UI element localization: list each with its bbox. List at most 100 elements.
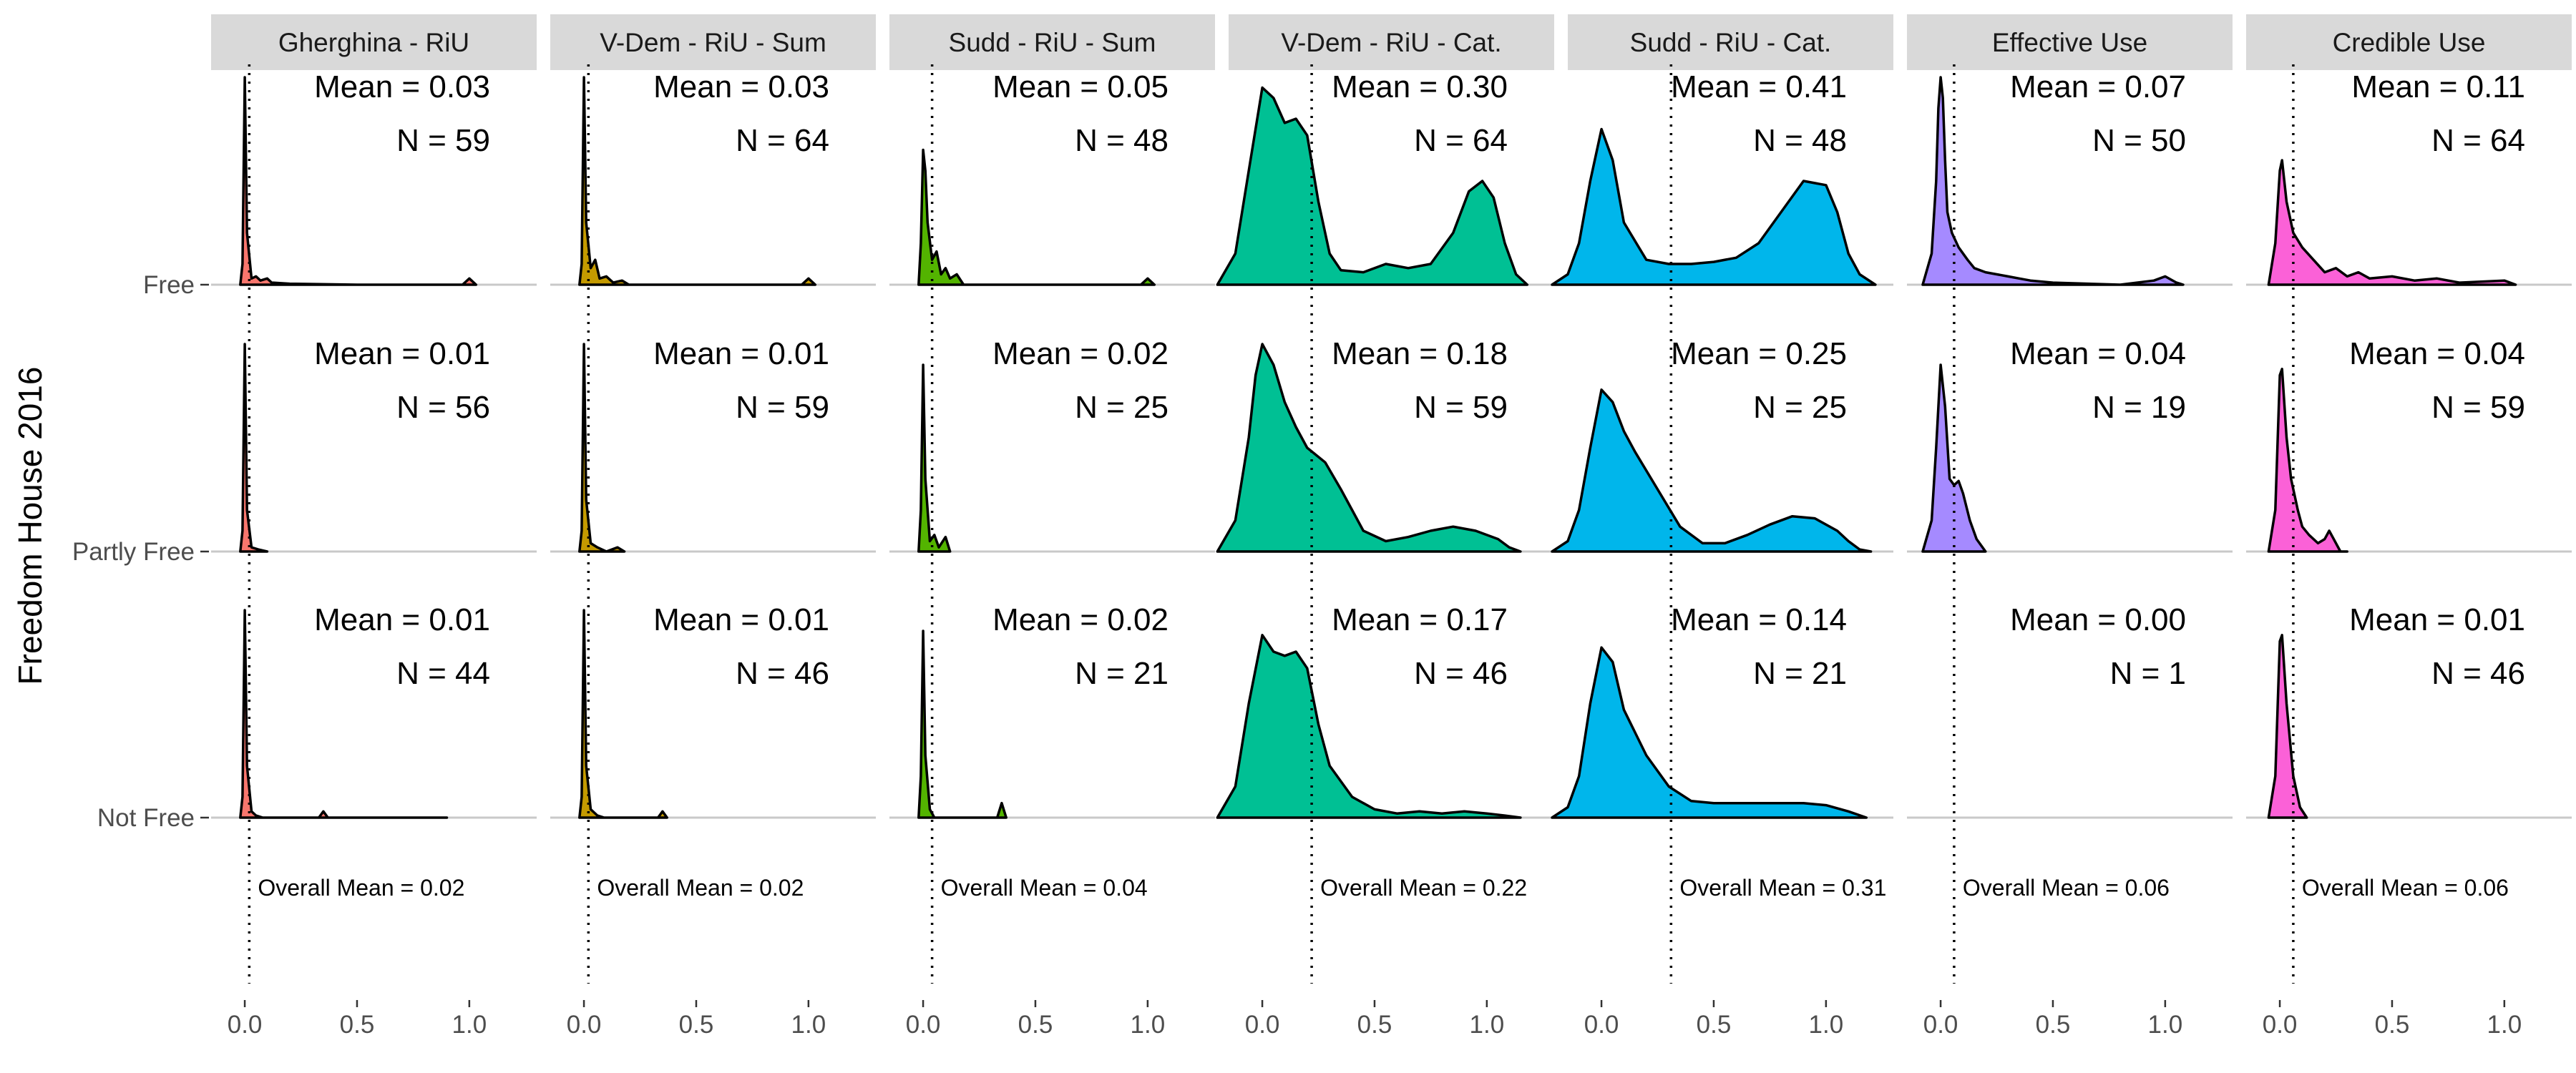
mean-label: Mean = 0.00 [2010, 602, 2186, 637]
n-label: N = 56 [396, 390, 490, 425]
density-ridges [239, 76, 2517, 819]
x-tick-label: 1.0 [1809, 1011, 1844, 1039]
facet-strip [550, 14, 876, 70]
x-tick-label: 0.0 [567, 1011, 602, 1039]
n-label: N = 64 [736, 123, 829, 158]
n-label: N = 59 [2431, 390, 2525, 425]
facet-strip [2246, 14, 2572, 70]
x-tick-label: 0.5 [2036, 1011, 2071, 1039]
mean-label: Mean = 0.04 [2010, 336, 2186, 371]
mean-label: Mean = 0.41 [1671, 69, 1847, 104]
panel-annotations: Mean = 0.03 N = 59 Mean = 0.01 N = 56 Mean =… [258, 69, 2525, 901]
density-ridge [239, 343, 269, 553]
x-tick-label: 0.0 [1245, 1011, 1280, 1039]
n-label: N = 48 [1753, 123, 1847, 158]
density-ridge [917, 148, 1156, 286]
facet-strip-label: Sudd - RiU - Cat. [1630, 28, 1832, 57]
n-label: N = 59 [1414, 390, 1508, 425]
density-ridge [1921, 363, 1987, 553]
x-axes: 0.0 0.5 1.0 0.0 0.5 1.0 0.0 0.5 1.0 0.0 0.5 1.0 0.0 0… [228, 1000, 2522, 1039]
density-ridge [917, 629, 1008, 819]
n-label: N = 44 [396, 656, 490, 691]
mean-label: Mean = 0.01 [314, 336, 490, 371]
x-tick-label: 0.0 [228, 1011, 263, 1039]
overall-mean-label: Overall Mean = 0.06 [2302, 875, 2509, 901]
n-label: N = 46 [2431, 656, 2525, 691]
x-tick-label: 0.5 [340, 1011, 375, 1039]
n-label: N = 21 [1753, 656, 1847, 691]
x-tick-label: 0.0 [1584, 1011, 1619, 1039]
mean-label: Mean = 0.01 [653, 336, 829, 371]
x-tick-label: 1.0 [1470, 1011, 1505, 1039]
x-tick-label: 1.0 [1131, 1011, 1166, 1039]
mean-label: Mean = 0.03 [653, 69, 829, 104]
x-tick-label: 1.0 [2487, 1011, 2522, 1039]
density-ridge [1216, 634, 1522, 819]
n-label: N = 25 [1753, 390, 1847, 425]
x-tick-label: 0.5 [1697, 1011, 1732, 1039]
facet-strip-label: Sudd - RiU - Sum [949, 28, 1156, 57]
density-ridge [578, 76, 817, 286]
y-axis-title: Freedom House 2016 [11, 367, 49, 685]
mean-label: Mean = 0.02 [992, 336, 1169, 371]
x-tick-label: 1.0 [791, 1011, 826, 1039]
y-tick-label: Partly Free [72, 538, 195, 566]
density-ridge [578, 343, 626, 553]
density-ridge [1551, 646, 1868, 819]
mean-label: Mean = 0.03 [314, 69, 490, 104]
density-ridge [2267, 159, 2517, 286]
overall-mean-label: Overall Mean = 0.06 [1963, 875, 2170, 901]
x-tick-label: 0.5 [679, 1011, 714, 1039]
y-tick-label: Not Free [97, 804, 195, 832]
n-label: N = 25 [1075, 390, 1169, 425]
n-label: N = 59 [396, 123, 490, 158]
density-ridge [239, 609, 449, 819]
n-label: N = 1 [2110, 656, 2186, 691]
facet-strip-label: V-Dem - RiU - Cat. [1281, 28, 1501, 57]
overall-mean-label: Overall Mean = 0.31 [1679, 875, 1886, 901]
mean-label: Mean = 0.05 [992, 69, 1169, 104]
mean-label: Mean = 0.02 [992, 602, 1169, 637]
facet-strip [211, 14, 537, 70]
x-tick-label: 0.5 [1018, 1011, 1053, 1039]
density-ridge [1216, 86, 1529, 286]
mean-label: Mean = 0.11 [2351, 69, 2525, 104]
mean-label: Mean = 0.18 [1332, 336, 1508, 371]
x-tick-label: 0.5 [1357, 1011, 1392, 1039]
density-ridge [1551, 388, 1873, 553]
mean-label: Mean = 0.30 [1332, 69, 1508, 104]
mean-label: Mean = 0.17 [1332, 602, 1508, 637]
overall-mean-label: Overall Mean = 0.22 [1320, 875, 1527, 901]
x-tick-label: 0.0 [906, 1011, 941, 1039]
facet-strip-label: Credible Use [2333, 28, 2486, 57]
n-label: N = 46 [1414, 656, 1508, 691]
n-label: N = 19 [2092, 390, 2186, 425]
y-tick-label: Free [143, 271, 195, 299]
facet-strip-label: Gherghina - RiU [278, 28, 469, 57]
facet-strip [889, 14, 1215, 70]
y-axis: Free Partly Free Not Free [72, 271, 209, 832]
density-ridge [2267, 634, 2308, 819]
mean-label: Mean = 0.25 [1671, 336, 1847, 371]
x-tick-label: 1.0 [452, 1011, 487, 1039]
n-label: N = 48 [1075, 123, 1169, 158]
overall-mean-label: Overall Mean = 0.02 [258, 875, 464, 901]
n-label: N = 64 [2431, 123, 2525, 158]
mean-label: Mean = 0.01 [314, 602, 490, 637]
facet-strip [1229, 14, 1554, 70]
n-label: N = 59 [736, 390, 829, 425]
x-tick-label: 0.5 [2375, 1011, 2410, 1039]
density-ridge [578, 609, 668, 819]
mean-label: Mean = 0.14 [1671, 602, 1847, 637]
n-label: N = 21 [1075, 656, 1169, 691]
density-ridge [1921, 76, 2185, 286]
mean-label: Mean = 0.01 [653, 602, 829, 637]
density-ridge [917, 363, 952, 553]
facet-strip [1568, 14, 1893, 70]
n-label: N = 64 [1414, 123, 1508, 158]
n-label: N = 50 [2092, 123, 2186, 158]
n-label: N = 46 [736, 656, 829, 691]
facet-strips: Gherghina - RiU V-Dem - RiU - Sum Sudd - R… [211, 14, 2572, 70]
mean-label: Mean = 0.01 [2349, 602, 2525, 637]
x-tick-label: 1.0 [2148, 1011, 2183, 1039]
